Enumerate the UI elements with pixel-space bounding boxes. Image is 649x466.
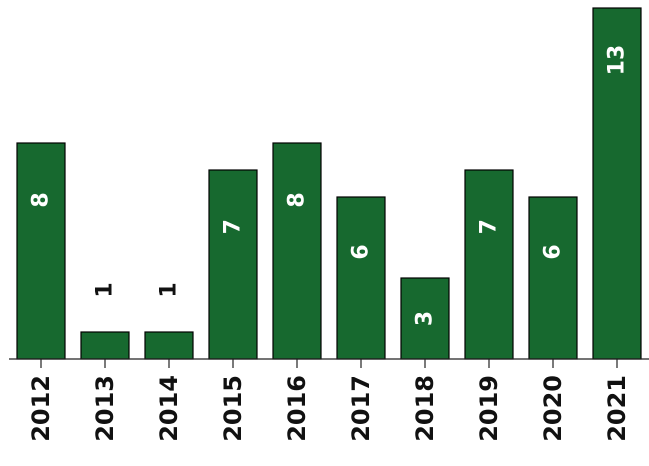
data-labels-layer: 8 1 1 7 8 6 3 7 6 13 bbox=[29, 45, 630, 326]
x-tick-label-2017: 2017 bbox=[347, 375, 375, 442]
bar-2013 bbox=[80, 331, 130, 360]
bar-2019 bbox=[464, 169, 514, 360]
x-tick-label-2015: 2015 bbox=[219, 375, 247, 442]
bar-2018 bbox=[400, 277, 450, 360]
x-ticks-layer: 2012 2013 2014 2015 2016 2017 2018 2019 2020 2021 bbox=[27, 359, 631, 442]
bar-2015 bbox=[208, 169, 258, 360]
data-label-2018: 3 bbox=[413, 311, 438, 326]
data-label-2017: 6 bbox=[349, 244, 374, 259]
data-label-2020: 6 bbox=[541, 244, 566, 259]
x-tick-label-2012: 2012 bbox=[27, 375, 55, 442]
data-label-2016: 8 bbox=[285, 192, 310, 207]
x-tick-label-2019: 2019 bbox=[475, 375, 503, 442]
data-label-2015: 7 bbox=[221, 219, 246, 234]
bar-2020 bbox=[528, 196, 578, 360]
bar-2016 bbox=[272, 142, 322, 360]
bar-2014 bbox=[144, 331, 194, 360]
bars-layer bbox=[16, 7, 642, 360]
data-label-2012: 8 bbox=[29, 192, 54, 207]
data-label-2014: 1 bbox=[157, 282, 182, 297]
x-tick-label-2014: 2014 bbox=[155, 375, 183, 442]
x-tick-label-2013: 2013 bbox=[91, 375, 119, 442]
data-label-2021: 13 bbox=[605, 45, 630, 76]
x-tick-label-2020: 2020 bbox=[539, 375, 567, 442]
bar-2012 bbox=[16, 142, 66, 360]
data-label-2013: 1 bbox=[93, 282, 118, 297]
x-tick-label-2016: 2016 bbox=[283, 375, 311, 442]
bar-2021 bbox=[592, 7, 642, 360]
data-label-2019: 7 bbox=[477, 219, 502, 234]
x-tick-label-2018: 2018 bbox=[411, 375, 439, 442]
x-tick-label-2021: 2021 bbox=[603, 375, 631, 442]
bar-2017 bbox=[336, 196, 386, 360]
